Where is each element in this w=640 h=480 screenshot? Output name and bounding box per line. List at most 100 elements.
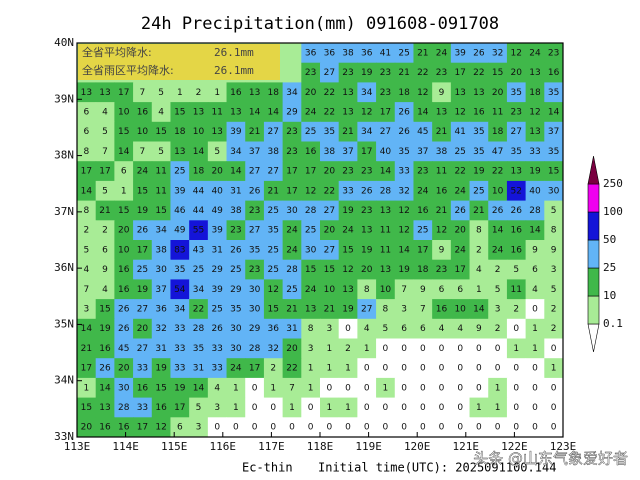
- grid-cell: [450, 318, 471, 339]
- grid-cell: [376, 43, 396, 64]
- grid-cell: [432, 338, 452, 359]
- grid-cell: [525, 417, 545, 438]
- grid-cell: [544, 240, 564, 261]
- grid-value: 36: [305, 48, 317, 58]
- grid-value: 39: [211, 226, 223, 236]
- grid-cell: [170, 358, 190, 379]
- grid-value: 17: [286, 186, 297, 196]
- grid-cell: [301, 102, 321, 123]
- grid-cell: [263, 358, 284, 379]
- grid-value: 1: [513, 344, 519, 354]
- grid-cell: [394, 377, 414, 399]
- grid-value: 5: [196, 403, 202, 413]
- grid-cell: [488, 417, 508, 438]
- grid-value: 41: [380, 48, 391, 58]
- grid-value: 0: [383, 364, 389, 374]
- grid-value: 23: [361, 167, 372, 177]
- grid-value: 8: [83, 206, 89, 216]
- grid-cell: [413, 377, 433, 399]
- grid-cell: [245, 279, 265, 300]
- grid-cell: [450, 279, 471, 300]
- grid-value: 1: [233, 383, 239, 393]
- grid-value: 19: [137, 285, 149, 295]
- grid-cell: [413, 102, 433, 123]
- grid-cell: [282, 299, 302, 320]
- grid-cell: [226, 240, 246, 261]
- grid-value: 27: [137, 344, 148, 354]
- grid-cell: [432, 279, 452, 300]
- y-tick-label: 34N: [54, 374, 74, 387]
- grid-value: 40: [380, 147, 392, 157]
- grid-value: 9: [102, 265, 108, 275]
- grid-value: 26: [230, 245, 242, 255]
- grid-cell: [95, 161, 115, 182]
- grid-cell: [226, 318, 246, 339]
- grid-value: 1: [476, 285, 482, 295]
- grid-cell: [133, 417, 153, 438]
- grid-cell: [488, 358, 508, 379]
- grid-cell: [413, 141, 433, 162]
- grid-cell: [544, 62, 564, 83]
- grid-value: 45: [118, 344, 129, 354]
- grid-value: 2: [83, 226, 89, 236]
- grid-value: 33: [174, 364, 185, 374]
- grid-value: 25: [230, 265, 241, 275]
- grid-cell: [469, 377, 489, 399]
- grid-cell: [207, 417, 228, 438]
- grid-value: 13: [473, 88, 484, 98]
- grid-value: 30: [249, 285, 261, 295]
- grid-value: 23: [436, 68, 447, 78]
- grid-value: 24: [286, 245, 298, 255]
- grid-cell: [77, 220, 97, 241]
- grid-value: 6: [83, 107, 89, 117]
- grid-cell: [114, 397, 134, 418]
- grid-cell: [357, 338, 377, 359]
- grid-value: 23: [361, 206, 372, 216]
- grid-cell: [450, 141, 471, 162]
- grid-cell: [320, 102, 340, 123]
- grid-value: 25: [305, 127, 316, 137]
- grid-value: 9: [439, 245, 445, 255]
- grid-value: 26: [361, 186, 373, 196]
- grid-cell: [95, 102, 115, 123]
- grid-cell: [282, 220, 302, 241]
- grid-cell: [114, 200, 134, 221]
- grid-value: 13: [305, 304, 316, 314]
- grid-value: 0: [401, 403, 407, 413]
- grid-value: 14: [473, 304, 485, 314]
- grid-cell: [207, 180, 228, 202]
- grid-value: 1: [308, 364, 314, 374]
- grid-cell: [114, 377, 134, 399]
- grid-cell: [338, 338, 358, 359]
- grid-cell: [320, 299, 340, 320]
- grid-cell: [151, 102, 171, 123]
- grid-cell: [413, 417, 433, 438]
- grid-value: 25: [211, 304, 222, 314]
- grid-value: 16: [511, 226, 523, 236]
- grid-value: 33: [137, 364, 148, 374]
- grid-cell: [525, 141, 545, 162]
- grid-cell: [133, 279, 153, 300]
- grid-cell: [245, 358, 265, 379]
- grid-value: 1: [289, 403, 295, 413]
- grid-value: 2: [495, 265, 501, 275]
- grid-cell: [226, 377, 246, 399]
- grid-cell: [151, 279, 171, 300]
- grid-cell: [189, 141, 209, 162]
- grid-cell: [95, 121, 115, 142]
- grid-value: 21: [324, 304, 335, 314]
- grid-cell: [376, 338, 396, 359]
- grid-value: 0: [513, 423, 519, 433]
- grid-cell: [413, 43, 433, 64]
- grid-value: 24: [286, 226, 298, 236]
- grid-cell: [357, 82, 377, 103]
- grid-cell: [263, 102, 284, 123]
- grid-cell: [77, 102, 97, 123]
- grid-value: 22: [417, 68, 428, 78]
- grid-value: 33: [137, 403, 148, 413]
- grid-value: 41: [454, 127, 465, 137]
- grid-value: 1: [214, 88, 220, 98]
- grid-cell: [77, 279, 97, 300]
- grid-value: 27: [249, 167, 260, 177]
- grid-value: 27: [249, 226, 260, 236]
